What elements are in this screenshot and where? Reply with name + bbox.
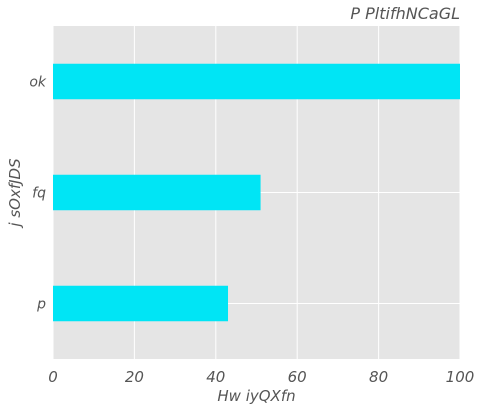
chart-title: P PltifhNCaGL [350, 4, 460, 23]
bar-p [53, 285, 229, 322]
x-axis-label: Hw iyQXfn [217, 387, 295, 405]
y-tick-label: ok [29, 75, 47, 91]
y-tick-label: fq [32, 186, 46, 202]
x-tick-label: 60 [288, 368, 307, 386]
bar-ok [53, 63, 460, 100]
x-tick-label: 20 [125, 368, 144, 386]
y-tick-label: p [36, 297, 46, 313]
x-tick-label: 0 [48, 368, 58, 386]
bars [53, 63, 460, 322]
x-tick-label: 40 [206, 368, 225, 386]
y-tick-labels: ok fq p [29, 75, 47, 313]
x-tick-label: 80 [369, 368, 388, 386]
x-tick-label: 100 [446, 368, 475, 386]
x-tick-labels: 0 20 40 60 80 100 [48, 368, 474, 386]
bar-fq [53, 174, 261, 211]
y-axis-label: j sOxfJDS [6, 158, 24, 229]
